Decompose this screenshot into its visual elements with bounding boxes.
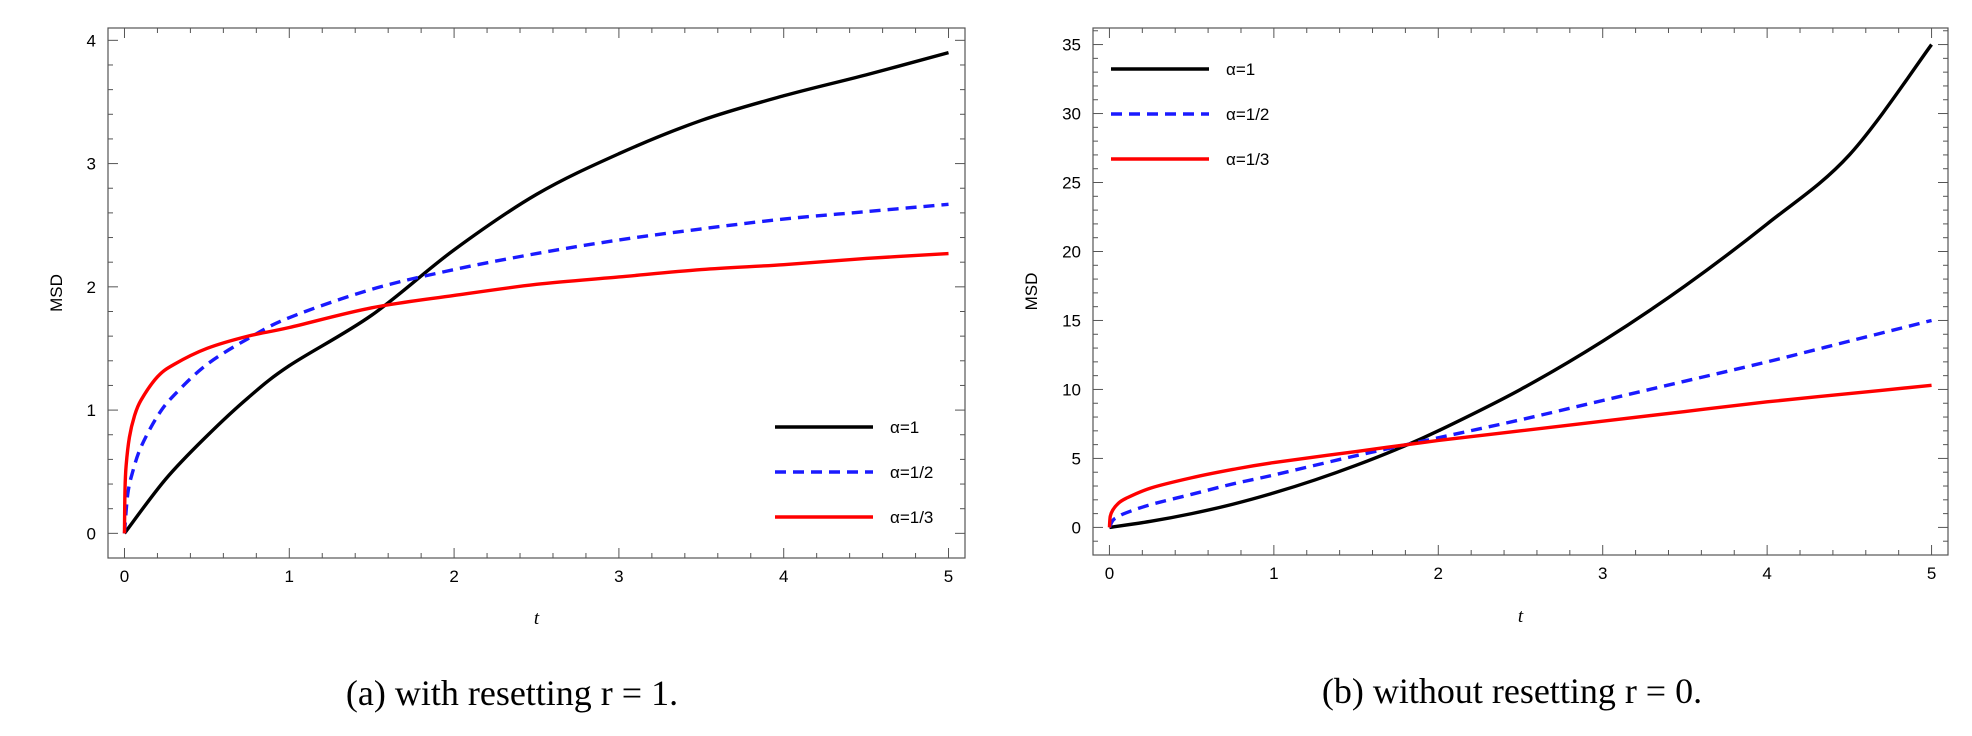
chart-panel-1: 0 1 2 3 4 5 0 5 10 15 20 25 30 35 t MSD α=1 α=1/2 α=1/3 (b)… [1022,27,1949,711]
plot-frame [1092,27,1949,556]
y-tick-label: 5 [1072,449,1081,468]
x-tick-label: 0 [1105,564,1114,583]
y-tick-label: 10 [1062,380,1081,399]
y-tick-label: 1 [87,401,96,420]
y-tick-label: 0 [87,524,96,543]
legend: α=1 α=1/2 α=1/3 [1111,60,1269,169]
x-tick-label: 4 [1762,564,1771,583]
legend-label-2: α=1/3 [890,508,933,527]
x-tick-label: 5 [1927,564,1936,583]
legend-label-0: α=1 [1226,60,1255,79]
x-tick-label: 1 [1269,564,1278,583]
x-tick-label: 2 [449,567,458,586]
x-tick-label: 2 [1434,564,1443,583]
plot-frame [107,27,966,559]
figure-caption: (a) with resetting r = 1. [346,673,678,713]
y-tick-label: 3 [87,155,96,174]
legend-label-0: α=1 [890,418,919,437]
series-line-1 [122,202,949,534]
series-line-2 [1107,383,1932,528]
figure-caption: (b) without resetting r = 0. [1322,671,1702,711]
y-tick-label: 30 [1062,105,1081,124]
legend: α=1 α=1/2 α=1/3 [775,418,933,527]
y-tick-label: 20 [1062,242,1081,261]
chart-panel-0: 0 1 2 3 4 5 0 1 2 3 4 t MSD α=1 α=1/2 α=1/3 (a) with res… [47,27,966,713]
x-axis-label: t [534,608,540,629]
legend-label-1: α=1/2 [1226,105,1269,124]
series-line-1 [1107,318,1932,529]
x-tick-label: 1 [285,567,294,586]
x-tick-label: 4 [779,567,788,586]
legend-label-1: α=1/2 [890,463,933,482]
y-tick-label: 25 [1062,174,1081,193]
series-line-0 [1109,43,1933,530]
x-tick-label: 3 [1598,564,1607,583]
y-tick-label: 4 [87,31,96,50]
y-axis-label: MSD [47,274,66,312]
x-tick-label: 3 [614,567,623,586]
y-tick-label: 15 [1062,311,1081,330]
x-axis-label: t [1518,606,1524,627]
series-line-2 [122,251,949,534]
y-axis-label: MSD [1022,273,1041,311]
y-tick-label: 35 [1062,36,1081,55]
x-tick-label: 5 [944,567,953,586]
legend-label-2: α=1/3 [1226,150,1269,169]
y-tick-label: 0 [1072,518,1081,537]
series-line-0 [123,51,949,535]
x-tick-label: 0 [120,567,129,586]
y-tick-label: 2 [87,278,96,297]
